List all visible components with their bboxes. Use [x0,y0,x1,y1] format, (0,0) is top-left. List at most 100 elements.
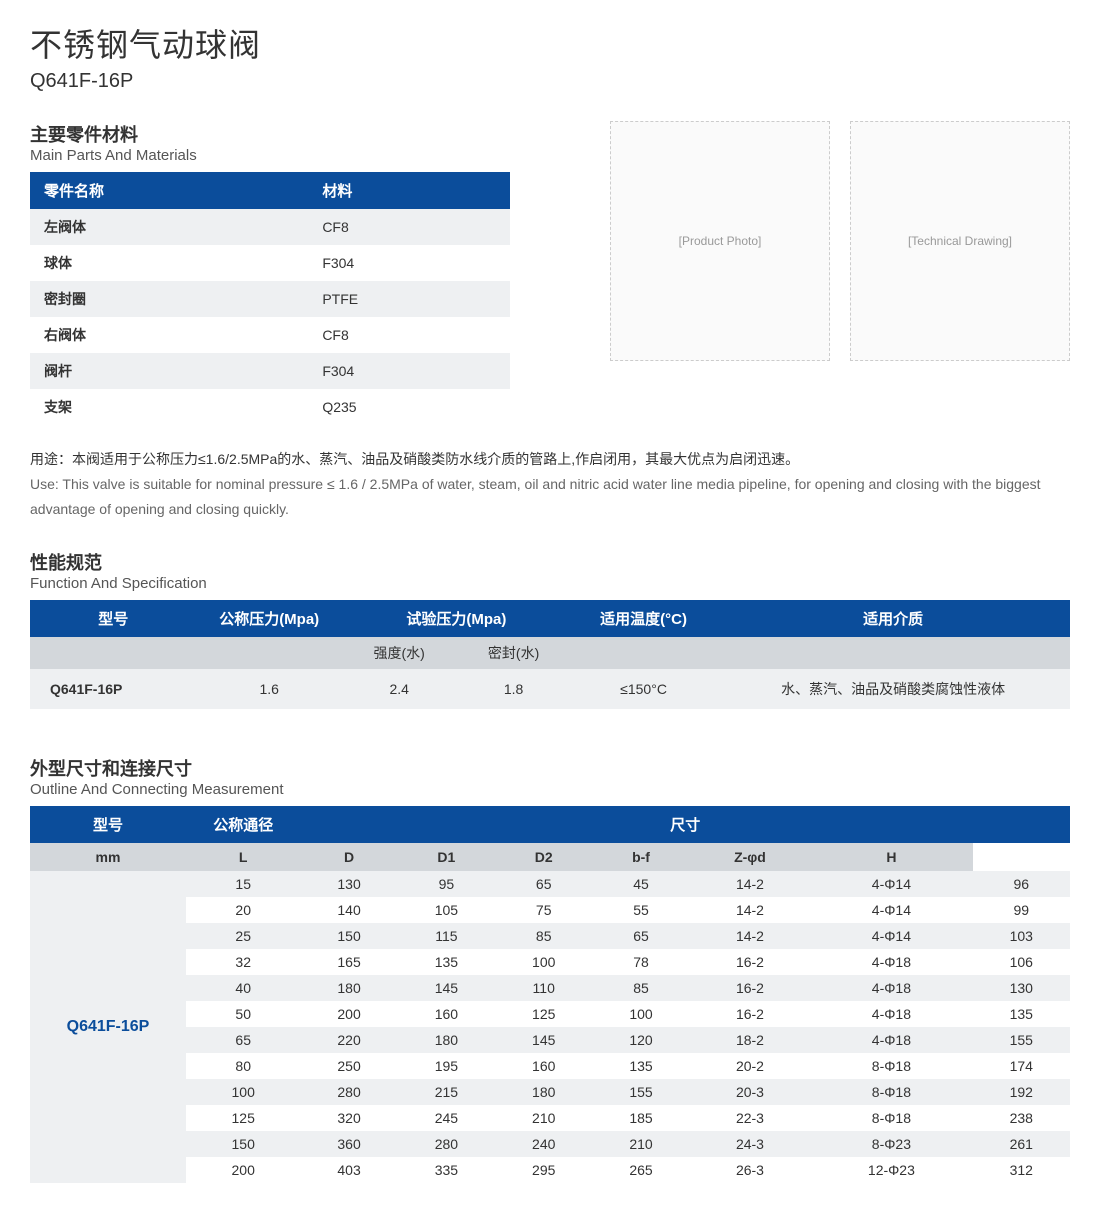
spec-row-pressure: 1.6 [196,669,342,709]
table-cell: 阀杆 [30,353,308,389]
table-cell: 16-2 [690,1001,811,1027]
table-cell: 8-Φ18 [810,1105,972,1131]
spec-table: 型号 公称压力(Mpa) 试验压力(Mpa) 适用温度(°C) 适用介质 强度(… [30,600,1070,709]
table-cell: 8-Φ18 [810,1053,972,1079]
spec-row-seal: 1.8 [456,669,570,709]
table-row: 401801451108516-24-Φ18130 [30,975,1070,1001]
table-cell: 32 [186,949,300,975]
spec-h-pressure: 公称压力(Mpa) [196,600,342,637]
table-row: 左阀体CF8 [30,209,510,245]
table-cell: 4-Φ18 [810,1027,972,1053]
spec-sub-blank4 [716,637,1070,669]
table-cell: 左阀体 [30,209,308,245]
spec-sub-blank3 [571,637,717,669]
table-cell: 20 [186,897,300,923]
table-cell: 78 [592,949,689,975]
table-row: 25150115856514-24-Φ14103 [30,923,1070,949]
table-cell: 15 [186,871,300,897]
product-model: Q641F-16P [30,70,1070,93]
table-cell: 65 [186,1027,300,1053]
table-row: 20140105755514-24-Φ1499 [30,897,1070,923]
table-cell: 8-Φ23 [810,1131,972,1157]
materials-table: 零件名称 材料 左阀体CF8球体F304密封圈PTFE右阀体CF8阀杆F304支… [30,172,510,425]
dim-h-model: 型号 [30,806,186,843]
table-cell: 295 [495,1157,592,1183]
table-cell: 16-2 [690,975,811,1001]
table-cell: 145 [495,1027,592,1053]
table-row: 阀杆F304 [30,353,510,389]
table-cell: 130 [300,871,397,897]
table-cell: 150 [300,923,397,949]
table-cell: 85 [495,923,592,949]
dim-sub-header: D1 [398,843,495,871]
spec-row-temp: ≤150°C [571,669,717,709]
spec-sub-blank1 [30,637,196,669]
dim-sub-header: L [186,843,300,871]
table-cell: 80 [186,1053,300,1079]
table-cell: 65 [592,923,689,949]
table-cell: 40 [186,975,300,1001]
table-cell: 145 [398,975,495,1001]
table-cell: 95 [398,871,495,897]
table-row: 右阀体CF8 [30,317,510,353]
table-cell: 75 [495,897,592,923]
table-cell: 335 [398,1157,495,1183]
table-cell: 250 [300,1053,397,1079]
table-cell: 45 [592,871,689,897]
spec-sub-blank2 [196,637,342,669]
table-cell: 215 [398,1079,495,1105]
use-description-en: Use: This valve is suitable for nominal … [30,472,1070,522]
table-cell: 130 [973,975,1070,1001]
table-cell: 135 [592,1053,689,1079]
table-row: Q641F-16P1513095654514-24-Φ1496 [30,871,1070,897]
table-cell: 155 [973,1027,1070,1053]
spec-h-media: 适用介质 [716,600,1070,637]
spec-h-model: 型号 [30,600,196,637]
materials-heading-cn: 主要零件材料 [30,121,510,147]
materials-col-material: 材料 [308,172,510,209]
table-cell: 26-3 [690,1157,811,1183]
table-cell: 135 [973,1001,1070,1027]
table-cell: 140 [300,897,397,923]
table-cell: 280 [398,1131,495,1157]
dim-heading-cn: 外型尺寸和连接尺寸 [30,755,1070,781]
product-title-cn: 不锈钢气动球阀 [30,20,1070,66]
table-cell: 右阀体 [30,317,308,353]
spec-row-model: Q641F-16P [30,669,196,709]
table-cell: 195 [398,1053,495,1079]
table-cell: 支架 [30,389,308,425]
table-cell: 4-Φ18 [810,975,972,1001]
dim-heading-en: Outline And Connecting Measurement [30,781,1070,798]
table-cell: 105 [398,897,495,923]
table-cell: 14-2 [690,897,811,923]
table-cell: 312 [973,1157,1070,1183]
table-cell: 115 [398,923,495,949]
table-cell: 135 [398,949,495,975]
table-cell: 160 [495,1053,592,1079]
table-cell: 185 [592,1105,689,1131]
dimensions-table: 型号 公称通径 尺寸 mmLDD1D2b-fZ-φdH Q641F-16P151… [30,806,1070,1183]
table-cell: 180 [398,1027,495,1053]
table-cell: 4-Φ14 [810,897,972,923]
dim-sub-header: H [810,843,972,871]
table-cell: 320 [300,1105,397,1131]
table-cell: 24-3 [690,1131,811,1157]
table-cell: 200 [186,1157,300,1183]
table-cell: 12-Φ23 [810,1157,972,1183]
spec-sub-seal: 密封(水) [456,637,570,669]
table-cell: 18-2 [690,1027,811,1053]
table-cell: 125 [495,1001,592,1027]
dim-h-size: 尺寸 [300,806,1070,843]
spec-heading-en: Function And Specification [30,575,1070,592]
table-cell: 99 [973,897,1070,923]
spec-row-media: 水、蒸汽、油品及硝酸类腐蚀性液体 [716,669,1070,709]
dim-sub-header: b-f [592,843,689,871]
dim-model-cell: Q641F-16P [30,871,186,1183]
table-cell: 160 [398,1001,495,1027]
table-row: 密封圈PTFE [30,281,510,317]
table-cell: 180 [300,975,397,1001]
table-row: 321651351007816-24-Φ18106 [30,949,1070,975]
table-cell: 403 [300,1157,397,1183]
table-cell: 4-Φ14 [810,871,972,897]
table-cell: 85 [592,975,689,1001]
